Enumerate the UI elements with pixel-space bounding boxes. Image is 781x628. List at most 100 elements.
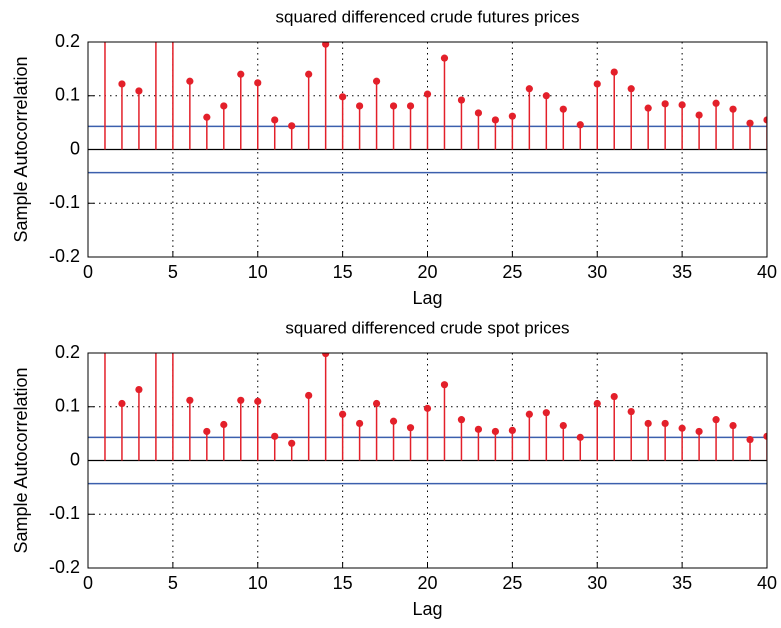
stem-marker [220, 420, 228, 429]
stem-marker [118, 399, 126, 408]
y-tick-label: 0.1 [55, 85, 80, 105]
axes-box [87, 41, 768, 258]
stem-marker [729, 105, 737, 113]
x-tick-label: 40 [757, 262, 777, 282]
stem-marker [220, 102, 228, 110]
x-tick-label: 35 [672, 573, 692, 593]
x-tick-label: 10 [248, 573, 268, 593]
stem-marker [372, 77, 381, 85]
x-tick-label: 20 [417, 573, 437, 593]
stem-marker [457, 96, 466, 104]
stem-marker [423, 404, 432, 412]
x-tick-label: 25 [502, 262, 522, 282]
stem-marker [593, 399, 601, 408]
stems [104, 42, 767, 150]
y-tick-label: 0 [70, 138, 80, 158]
stem-marker [491, 427, 499, 436]
stem-marker [288, 439, 296, 447]
x-tick-label: 15 [333, 262, 353, 282]
stem-marker [339, 410, 347, 418]
stem-marker [254, 79, 262, 87]
stem-marker [440, 381, 449, 389]
stem-marker [695, 427, 703, 436]
x-tick-label: 5 [168, 573, 178, 593]
y-tick-label: 0.2 [55, 31, 80, 51]
stem-marker [305, 70, 313, 78]
stem-marker [729, 421, 737, 430]
x-tick-label: 5 [168, 262, 178, 282]
stem-marker [135, 87, 143, 95]
stem-marker [712, 99, 720, 107]
stem-marker [661, 419, 669, 428]
stem-marker [627, 407, 635, 416]
stem-marker [101, 296, 108, 303]
y-tick-label: -0.2 [49, 557, 80, 577]
stem-marker [237, 396, 245, 404]
stem-marker [406, 424, 415, 432]
stem-marker [322, 42, 330, 48]
stem-marker [576, 433, 584, 441]
stem-marker [322, 353, 330, 358]
stem-marker [423, 90, 432, 98]
stem-marker [118, 80, 126, 88]
stem-marker [271, 432, 279, 440]
chart-title: squared differenced crude futures prices [276, 7, 580, 26]
chart: squared differenced crude spot prices Lag… [11, 296, 777, 619]
stem-marker [695, 111, 703, 119]
y-tick-label: -0.1 [49, 503, 80, 523]
x-tick-label: 20 [417, 262, 437, 282]
stem-marker [152, 296, 159, 303]
stem-marker [746, 435, 754, 444]
chart: squared differenced crude futures prices… [11, 7, 777, 308]
stem-marker [356, 102, 364, 110]
x-tick-label: 30 [587, 262, 607, 282]
chart-title: squared differenced crude spot prices [285, 318, 569, 337]
stem-marker [644, 104, 652, 112]
stem-marker [508, 426, 516, 434]
stem-marker [491, 116, 499, 124]
x-tick-label: 40 [757, 573, 777, 593]
stem-marker [457, 416, 466, 424]
stem-marker [610, 392, 618, 401]
stem-marker [440, 54, 449, 62]
stem-marker [508, 112, 516, 120]
x-tick-label: 15 [333, 573, 353, 593]
x-tick-label: 0 [83, 573, 93, 593]
x-tick-label: 35 [672, 262, 692, 282]
stem-marker [372, 399, 381, 408]
x-tick-label: 10 [248, 262, 268, 282]
stem-marker [288, 122, 296, 130]
stem-marker [356, 419, 364, 428]
stem-marker [525, 85, 533, 93]
stem-marker [305, 391, 313, 400]
stem-marker [389, 417, 398, 425]
stem-marker [644, 419, 652, 428]
stem-marker [186, 77, 194, 85]
stem-marker [474, 109, 483, 117]
y-axis-label: Sample Autocorrelation [11, 56, 31, 242]
stem-marker [746, 119, 754, 127]
axes-box [87, 352, 768, 569]
y-tick-label: 0.2 [55, 342, 80, 362]
stem-marker [339, 93, 347, 101]
x-axis-label: Lag [412, 288, 442, 308]
stem-marker [661, 100, 669, 108]
stem-marker [576, 121, 584, 129]
stem-marker [169, 296, 176, 303]
stem-marker [135, 385, 143, 394]
stem-marker [237, 70, 245, 78]
stem-marker [763, 116, 767, 124]
stem-marker [678, 424, 686, 432]
x-tick-label: 0 [83, 262, 93, 282]
stem-marker [712, 416, 720, 424]
stem-marker [542, 409, 550, 417]
stem-marker [763, 432, 767, 440]
stem-marker [627, 85, 635, 93]
stem-marker [559, 105, 567, 113]
x-axis-label: Lag [412, 599, 442, 619]
stem-marker [406, 102, 415, 110]
y-axis-label: Sample Autocorrelation [11, 367, 31, 553]
stem-marker [525, 410, 533, 418]
y-tick-label: 0.1 [55, 396, 80, 416]
